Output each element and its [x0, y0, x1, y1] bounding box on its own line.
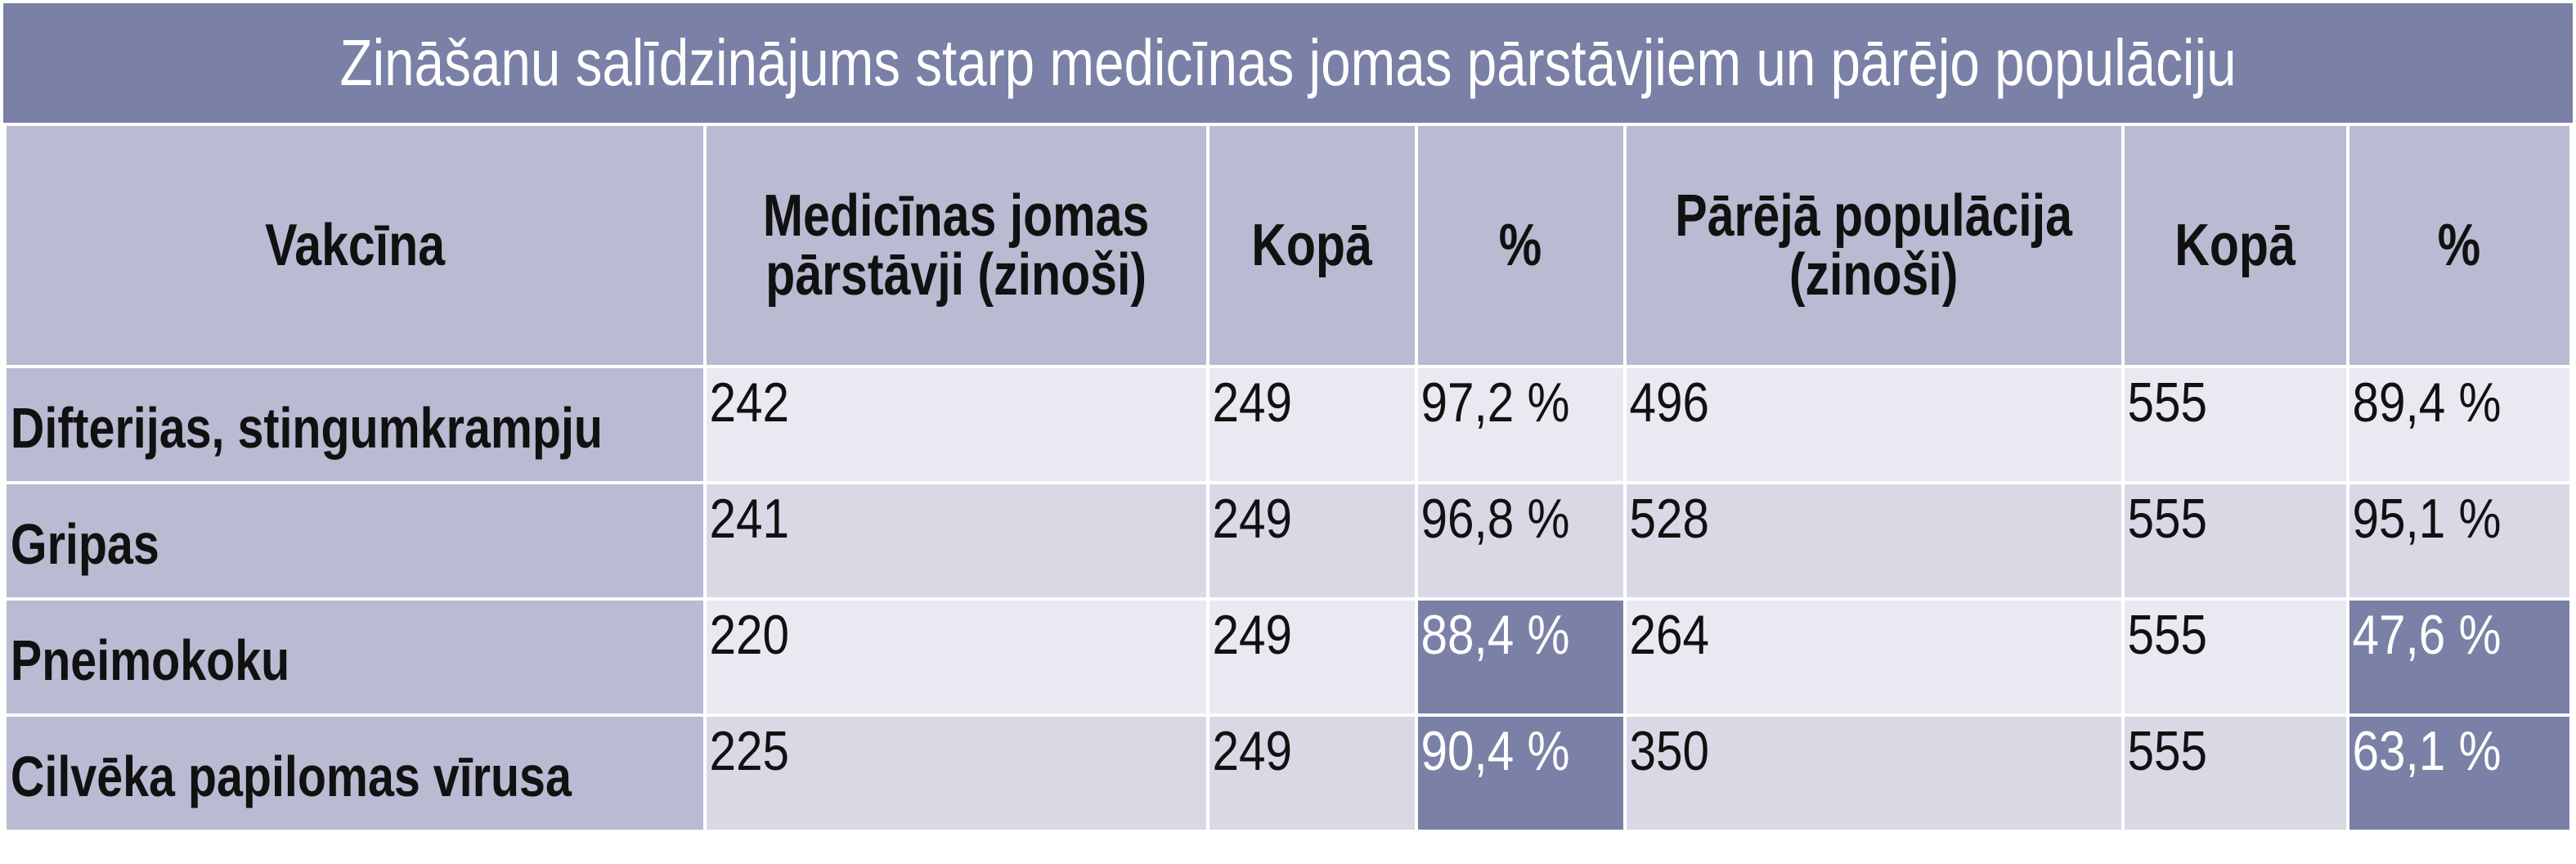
header-med-percent: %	[1414, 123, 1627, 368]
table-row: Cilvēka papilomas vīrusa 225 249 90,4 % …	[3, 713, 2574, 833]
table-row: Gripas 241 249 96,8 % 528 555 95,1 %	[3, 481, 2574, 601]
comparison-table: Vakcīna Medicīnas jomas pārstāvji (zinoši…	[3, 123, 2574, 833]
header-pop-total: Kopā	[2120, 123, 2349, 368]
table-cell: 555	[2120, 713, 2349, 833]
highlighted-cell: 90,4 %	[1414, 713, 1627, 833]
header-med-knowing: Medicīnas jomas pārstāvji (zinoši)	[702, 123, 1209, 368]
table-cell: 95,1 %	[2345, 481, 2574, 601]
table-cell: 242	[702, 365, 1209, 484]
table-cell: 249	[1205, 365, 1418, 484]
table-cell: 249	[1205, 597, 1418, 717]
highlighted-cell: 88,4 %	[1414, 597, 1627, 717]
header-pop-percent: %	[2345, 123, 2574, 368]
row-label: Gripas	[3, 481, 707, 601]
header-vaccine: Vakcīna	[3, 123, 707, 368]
highlighted-cell: 63,1 %	[2345, 713, 2574, 833]
title-bar: Zināšanu salīdzinājums starp medicīnas j…	[3, 3, 2573, 123]
row-label: Difterijas, stingumkrampju	[3, 365, 707, 484]
table-cell: 264	[1622, 597, 2125, 717]
row-label: Cilvēka papilomas vīrusa	[3, 713, 707, 833]
table-cell: 249	[1205, 713, 1418, 833]
table-cell: 555	[2120, 597, 2349, 717]
header-med-total: Kopā	[1205, 123, 1418, 368]
table-row: Difterijas, stingumkrampju 242 249 97,2 …	[3, 365, 2574, 484]
header-pop-knowing: Pārējā populācija (zinoši)	[1622, 123, 2125, 368]
table-cell: 555	[2120, 481, 2349, 601]
table-cell: 220	[702, 597, 1209, 717]
header-row: Vakcīna Medicīnas jomas pārstāvji (zinoši…	[3, 123, 2574, 368]
table-cell: 350	[1622, 713, 2125, 833]
table-cell: 97,2 %	[1414, 365, 1627, 484]
table-cell: 96,8 %	[1414, 481, 1627, 601]
highlighted-cell: 47,6 %	[2345, 597, 2574, 717]
table-cell: 249	[1205, 481, 1418, 601]
table-cell: 555	[2120, 365, 2349, 484]
table-cell: 496	[1622, 365, 2125, 484]
table-cell: 225	[702, 713, 1209, 833]
table-row: Pneimokoku 220 249 88,4 % 264 555 47,6 %	[3, 597, 2574, 717]
table-cell: 528	[1622, 481, 2125, 601]
table-cell: 89,4 %	[2345, 365, 2574, 484]
slide-title: Zināšanu salīdzinājums starp medicīnas j…	[339, 26, 2237, 99]
table-cell: 241	[702, 481, 1209, 601]
row-label: Pneimokoku	[3, 597, 707, 717]
